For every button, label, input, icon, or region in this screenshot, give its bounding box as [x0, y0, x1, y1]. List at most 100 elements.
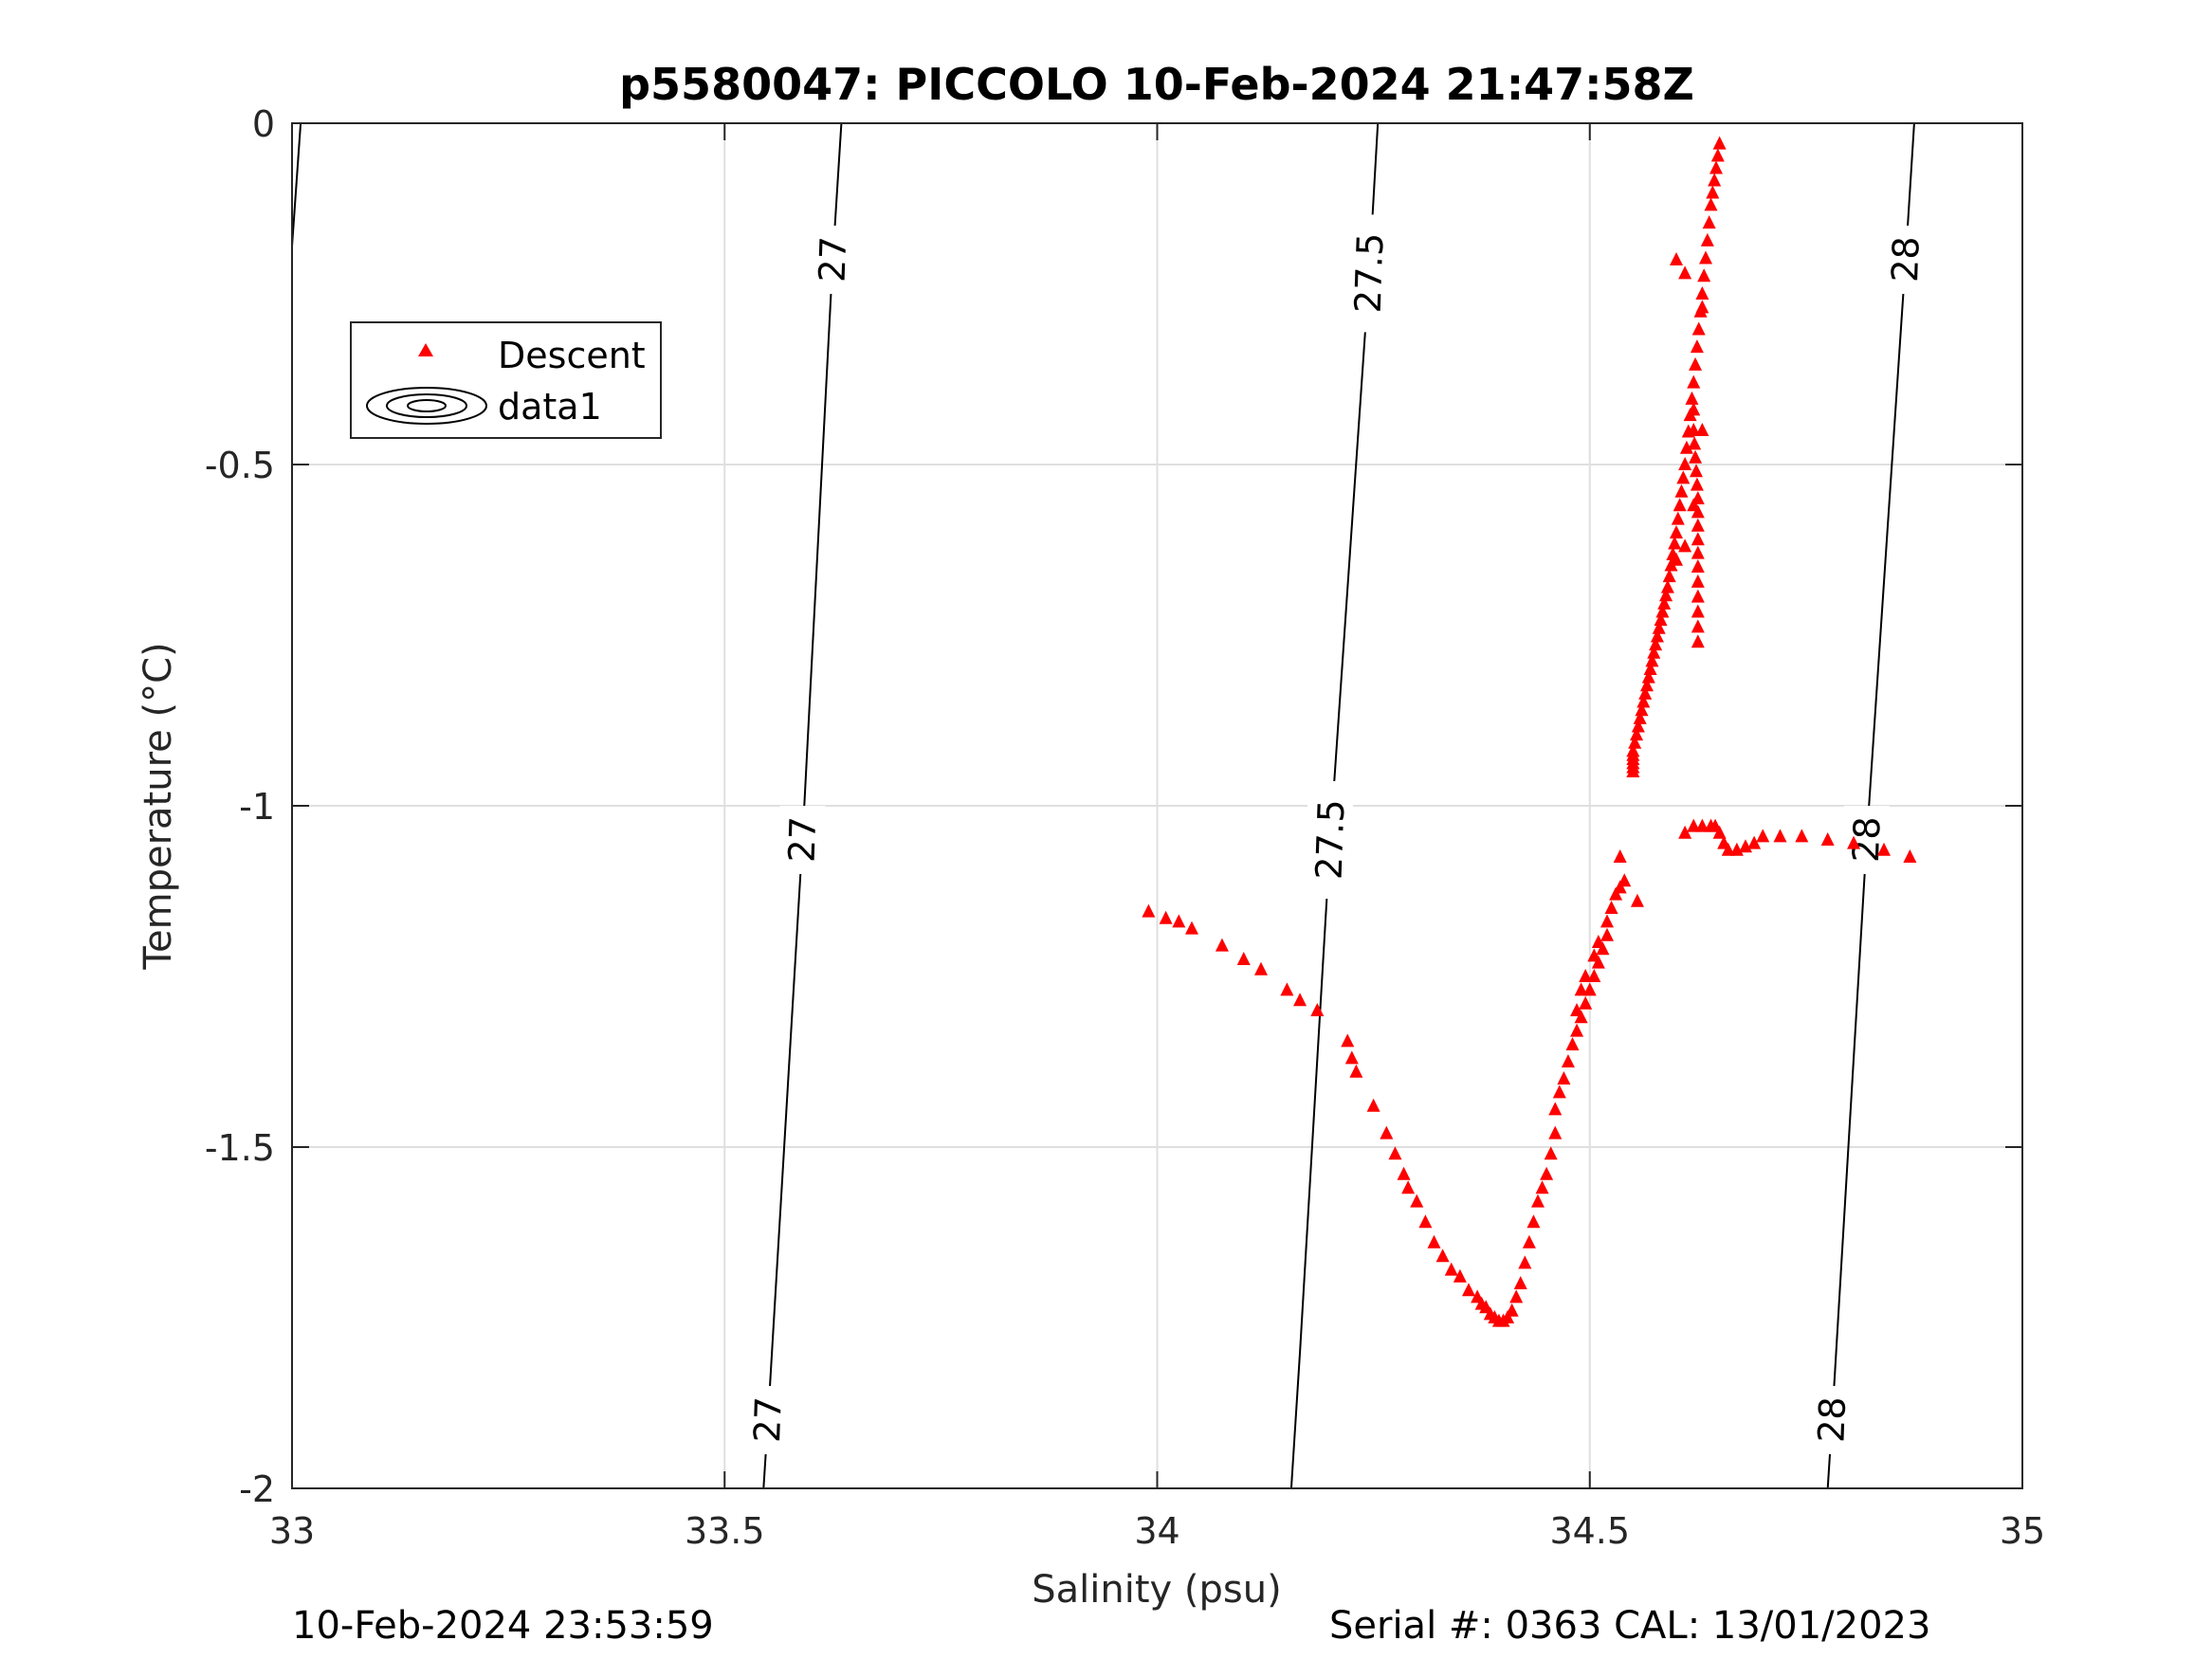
descent-point: [1670, 552, 1683, 566]
descent-point: [1641, 669, 1655, 684]
x-tick-label: 33.5: [685, 1510, 765, 1552]
descent-point: [1596, 941, 1610, 956]
descent-point: [1691, 532, 1705, 546]
descent-point: [1540, 1166, 1554, 1180]
descent-point: [1552, 1085, 1566, 1099]
descent-point: [1600, 927, 1614, 941]
x-tick-label: 35: [2000, 1510, 2045, 1552]
descent-point: [1604, 901, 1618, 914]
descent-point: [1687, 498, 1701, 512]
descent-point: [1565, 1037, 1580, 1050]
descent-point: [1427, 1234, 1441, 1249]
descent-point: [1613, 880, 1627, 894]
descent-point: [1721, 842, 1735, 856]
descent-point: [1679, 440, 1693, 454]
descent-point: [1501, 1310, 1515, 1323]
descent-point: [1341, 1033, 1355, 1048]
descent-point: [1254, 961, 1268, 975]
descent-point: [1618, 873, 1632, 887]
descent-point: [1557, 1071, 1571, 1085]
contour-label-background: [1843, 806, 1890, 874]
descent-point: [1702, 215, 1716, 229]
contour-label-background: [1307, 781, 1353, 899]
descent-point: [1236, 952, 1251, 965]
descent-point: [1645, 653, 1659, 667]
descent-point: [1847, 835, 1861, 849]
descent-point: [1712, 136, 1727, 150]
y-tick-label: 0: [252, 103, 275, 145]
descent-point: [1708, 173, 1722, 187]
descent-point: [1462, 1283, 1475, 1297]
descent-point: [1688, 436, 1702, 450]
descent-point: [1671, 511, 1685, 525]
descent-point: [1710, 148, 1725, 162]
descent-point: [1344, 1050, 1359, 1065]
axis-ticks: 33 33.5 34 34.5 35 0 -0.5 -1 -1.5 -2: [205, 103, 2045, 1552]
descent-point: [1690, 477, 1704, 491]
descent-point: [1689, 449, 1703, 464]
contour-label-background: [1809, 1386, 1856, 1454]
descent-point: [1662, 569, 1676, 583]
descent-point: [1903, 849, 1917, 863]
descent-point: [1756, 829, 1770, 843]
legend: Descent data1: [350, 321, 662, 439]
contour-label-background: [1346, 214, 1393, 333]
descent-point: [1877, 842, 1891, 856]
legend-triangle-icon: [418, 343, 433, 356]
descent-point: [1435, 1249, 1450, 1263]
y-tick-label: -2: [239, 1468, 275, 1510]
descent-point: [1676, 470, 1691, 484]
descent-point: [1652, 620, 1666, 634]
descent-point: [1626, 764, 1640, 777]
descent-point: [1647, 645, 1661, 659]
descent-point: [1587, 969, 1601, 982]
descent-point: [1397, 1166, 1411, 1180]
contour-label: 27.5: [1308, 798, 1353, 880]
descent-point: [1310, 1003, 1325, 1016]
descent-point: [1820, 832, 1835, 846]
descent-point: [1657, 595, 1672, 610]
descent-point: [1674, 483, 1689, 498]
y-tick-label: -1.5: [205, 1127, 275, 1169]
descent-point: [1638, 685, 1653, 700]
descent-point: [1691, 321, 1706, 336]
descent-point: [1366, 1098, 1380, 1112]
contour-label: 28: [1810, 1396, 1854, 1444]
descent-point: [1712, 825, 1727, 839]
descent-point: [1655, 604, 1670, 618]
descent-point: [1570, 1023, 1584, 1037]
isopycnal-contours: 27 27 27 27.5 27.5 28 28 28: [291, 122, 1929, 1489]
descent-point: [1654, 612, 1668, 627]
descent-point: [1709, 160, 1723, 174]
descent-point: [1691, 518, 1705, 532]
x-tick-label: 33: [269, 1510, 315, 1552]
descent-point: [1388, 1146, 1402, 1160]
descent-point: [1687, 818, 1701, 832]
descent-point: [1687, 402, 1701, 416]
descent-point: [1579, 995, 1593, 1010]
descent-point: [1691, 589, 1705, 603]
descent-point: [1544, 1146, 1558, 1160]
descent-point: [1159, 910, 1173, 924]
descent-point: [1548, 1125, 1563, 1139]
descent-point: [1518, 1255, 1532, 1269]
descent-point: [1548, 1102, 1563, 1116]
descent-point: [1570, 1003, 1584, 1016]
descent-point: [1579, 969, 1593, 982]
descent-point: [1635, 702, 1649, 717]
x-tick-label: 34.5: [1549, 1510, 1630, 1552]
descent-point: [1704, 197, 1718, 211]
descent-point: [1613, 849, 1627, 863]
descent-point: [1687, 423, 1701, 436]
descent-point: [1643, 662, 1657, 675]
descent-point: [1660, 579, 1674, 593]
descent-point: [1691, 545, 1705, 559]
contour-line: [291, 122, 302, 246]
descent-point: [1691, 559, 1705, 573]
descent-point: [1215, 938, 1229, 952]
descent-point: [1591, 935, 1605, 948]
descent-point: [1668, 536, 1682, 550]
legend-box: [350, 321, 662, 439]
descent-point: [1695, 818, 1709, 832]
